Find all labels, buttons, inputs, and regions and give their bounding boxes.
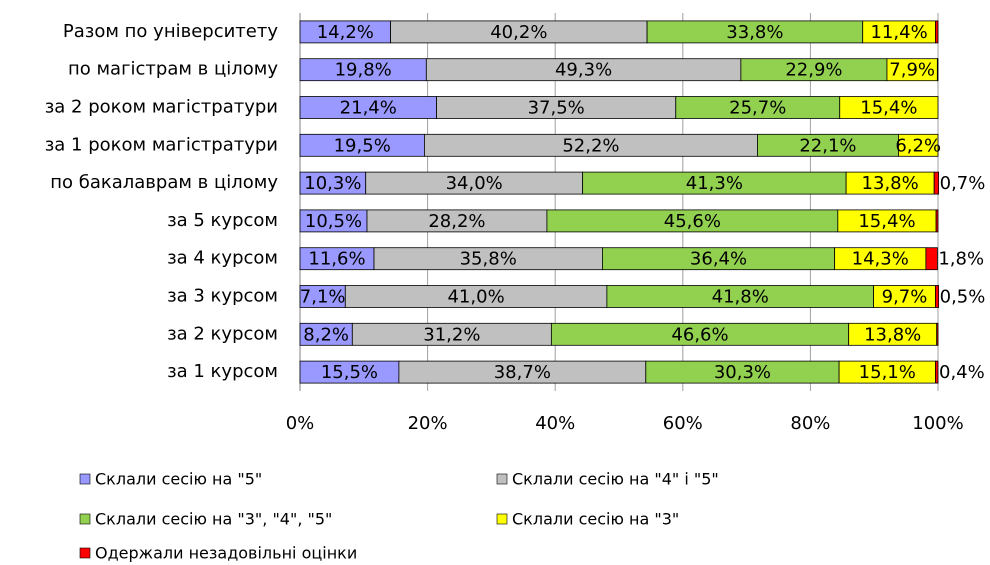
data-label: 11,4%: [870, 22, 927, 43]
data-label: 31,2%: [423, 324, 480, 345]
data-label: 14,2%: [317, 22, 374, 43]
legend-swatch: [496, 513, 508, 525]
data-label: 36,4%: [690, 249, 747, 270]
data-label: 7,1%: [300, 287, 346, 308]
x-tick-label: 20%: [408, 413, 448, 434]
bar-segment: [935, 209, 939, 233]
data-label: 25,7%: [729, 98, 786, 119]
data-label: 41,3%: [686, 173, 743, 194]
data-label: 38,7%: [494, 362, 551, 383]
legend-swatch: [79, 513, 91, 525]
bar-segment: [936, 322, 939, 346]
x-tick-label: 0%: [286, 413, 315, 434]
legend-label: Склали сесію на "5": [95, 470, 262, 489]
bar-segment: [935, 20, 939, 44]
legend-label: Одержали незадовільні оцінки: [95, 544, 357, 563]
bar-segment: [935, 360, 939, 384]
bar-segment: [936, 58, 939, 82]
bar-segment: [935, 285, 940, 308]
data-label: 35,8%: [460, 249, 517, 270]
bar-segment: [933, 171, 940, 195]
y-tick-label: по бакалаврам в цілому: [50, 172, 278, 193]
y-tick-label: за 4 курсом: [167, 248, 278, 269]
data-label: 1,8%: [938, 249, 984, 270]
y-tick-label: за 1 роком магістратури: [45, 134, 278, 155]
data-label: 10,5%: [305, 211, 362, 232]
x-tick-label: 60%: [663, 413, 703, 434]
data-label: 15,4%: [858, 211, 915, 232]
bar-segment: [898, 133, 939, 157]
data-label: 46,6%: [671, 324, 728, 345]
y-tick-label: за 3 курсом: [167, 286, 278, 307]
data-label: 13,8%: [864, 324, 921, 345]
legend-label: Склали сесію на "4" і "5": [512, 470, 719, 489]
data-label: 19,8%: [335, 60, 392, 81]
data-label: 19,5%: [334, 135, 391, 156]
legend-label: Склали сесію на "3", "4", "5": [95, 510, 332, 529]
data-label: 28,2%: [428, 211, 485, 232]
data-label: 9,7%: [882, 287, 928, 308]
data-label: 8,2%: [303, 324, 349, 345]
bar-segment: [925, 247, 938, 271]
data-label: 33,8%: [726, 22, 783, 43]
data-label: 13,8%: [862, 173, 919, 194]
data-label: 40,2%: [490, 22, 547, 43]
data-label: 0,7%: [940, 173, 986, 194]
data-label: 45,6%: [664, 211, 721, 232]
y-tick-label: по магістрам в цілому: [68, 59, 278, 80]
data-label: 49,3%: [555, 60, 612, 81]
data-label: 52,2%: [562, 135, 619, 156]
legend-label: Склали сесію на "3": [512, 510, 679, 529]
legend-swatch: [496, 473, 508, 485]
data-label: 30,3%: [714, 362, 771, 383]
data-label: 10,3%: [304, 173, 361, 194]
data-label: 34,0%: [446, 173, 503, 194]
data-label: 11,6%: [308, 249, 365, 270]
data-label: 41,8%: [712, 287, 769, 308]
bar-segment: [839, 96, 939, 119]
data-label: 15,4%: [860, 98, 917, 119]
data-label: 14,3%: [852, 249, 909, 270]
data-label: 0,4%: [939, 362, 985, 383]
y-tick-label: Разом по університету: [63, 21, 278, 42]
data-label: 6,2%: [895, 135, 941, 156]
y-tick-label: за 5 курсом: [167, 210, 278, 231]
data-label: 15,1%: [859, 362, 916, 383]
x-tick-label: 100%: [912, 413, 963, 434]
data-label: 21,4%: [340, 98, 397, 119]
data-label: 7,9%: [889, 60, 935, 81]
legend-swatch: [79, 547, 91, 559]
y-tick-label: за 1 курсом: [167, 361, 278, 382]
data-label: 22,1%: [799, 135, 856, 156]
data-label: 15,5%: [321, 362, 378, 383]
y-tick-label: за 2 роком магістратури: [45, 97, 278, 118]
y-tick-label: за 2 курсом: [167, 323, 278, 344]
x-tick-label: 40%: [535, 413, 575, 434]
x-tick-label: 80%: [790, 413, 830, 434]
data-label: 22,9%: [785, 60, 842, 81]
data-label: 0,5%: [940, 287, 986, 308]
legend-swatch: [79, 473, 91, 485]
data-label: 41,0%: [447, 287, 504, 308]
data-label: 37,5%: [528, 98, 585, 119]
